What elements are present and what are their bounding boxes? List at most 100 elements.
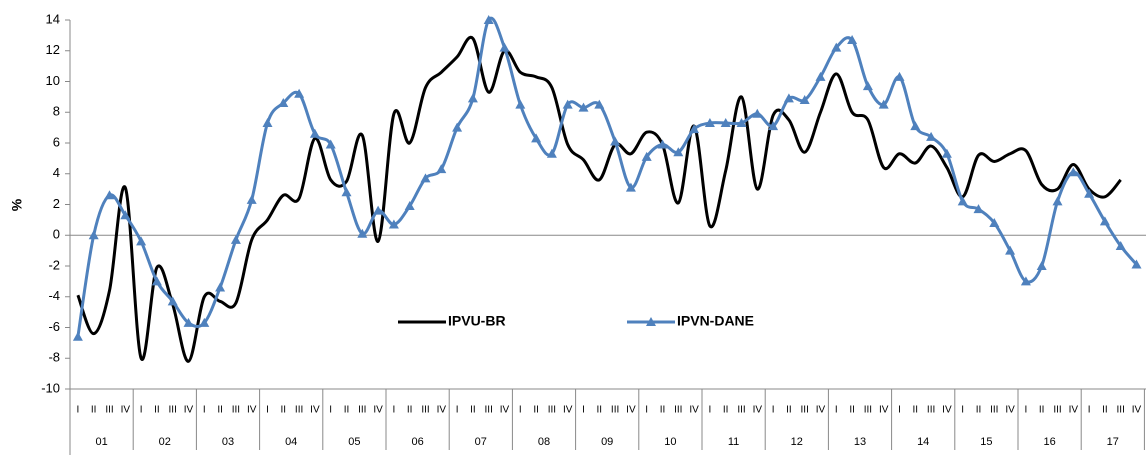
x-tick-label: IV <box>816 405 826 416</box>
marker <box>562 99 573 109</box>
marker <box>783 93 794 103</box>
x-tick-label: III <box>485 405 493 416</box>
x-tick-label: III <box>105 405 113 416</box>
x-tick-label: I <box>1088 405 1091 416</box>
marker <box>294 88 305 98</box>
marker <box>246 194 257 204</box>
year-label: 06 <box>411 436 423 448</box>
marker <box>167 296 178 306</box>
x-tick-label: III <box>674 405 682 416</box>
x-tick-label: IV <box>437 405 447 416</box>
marker <box>483 15 494 24</box>
x-tick-label: II <box>660 405 666 416</box>
marker <box>578 102 589 112</box>
marker <box>215 282 226 292</box>
x-tick-label: I <box>266 405 269 416</box>
marker <box>120 210 131 220</box>
marker <box>768 121 779 131</box>
marker <box>815 71 826 81</box>
year-label: 11 <box>728 436 739 448</box>
marker <box>641 151 652 161</box>
x-tick-label: IV <box>373 405 383 416</box>
marker <box>452 122 463 132</box>
marker <box>404 201 415 211</box>
marker <box>515 99 526 109</box>
y-tick-label: -8 <box>48 350 60 365</box>
year-label: 09 <box>601 436 613 448</box>
marker <box>657 139 668 149</box>
y-tick-label: 4 <box>53 165 60 180</box>
y-tick-label: 10 <box>46 73 60 88</box>
x-tick-label: IV <box>942 405 952 416</box>
x-tick-label: II <box>344 405 350 416</box>
year-label: 12 <box>791 436 803 448</box>
x-tick-label: I <box>140 405 143 416</box>
marker <box>531 133 542 143</box>
x-tick-label: IV <box>121 405 131 416</box>
marker <box>736 118 747 128</box>
marker <box>1068 167 1079 177</box>
marker <box>373 205 384 215</box>
legend-label: IPVU-BR <box>448 313 506 329</box>
x-tick-label: II <box>1102 405 1108 416</box>
marker <box>72 331 83 341</box>
marker <box>546 148 557 158</box>
marker <box>1020 276 1031 286</box>
marker <box>136 236 147 246</box>
x-tick-label: III <box>801 405 809 416</box>
x-tick-label: IV <box>184 405 194 416</box>
marker <box>499 42 510 52</box>
marker <box>420 173 431 183</box>
x-tick-label: IV <box>879 405 889 416</box>
marker <box>989 217 1000 227</box>
x-tick-label: I <box>709 405 712 416</box>
marker <box>862 81 873 91</box>
x-tick-label: III <box>295 405 303 416</box>
year-label: 08 <box>538 436 550 448</box>
marker <box>926 131 937 141</box>
marker <box>1131 259 1142 269</box>
year-label: 15 <box>980 436 992 448</box>
marker <box>467 93 478 103</box>
x-tick-label: I <box>519 405 522 416</box>
marker <box>230 234 241 244</box>
x-tick-label: II <box>786 405 792 416</box>
marker <box>183 317 194 327</box>
y-tick-label: -6 <box>48 319 60 334</box>
marker <box>689 124 700 134</box>
x-tick-label: IV <box>563 405 573 416</box>
x-tick-label: I <box>393 405 396 416</box>
year-label: 16 <box>1043 436 1055 448</box>
x-tick-label: IV <box>1005 405 1015 416</box>
x-tick-label: III <box>927 405 935 416</box>
y-tick-label: 8 <box>53 104 60 119</box>
marker <box>673 147 684 157</box>
marker <box>309 128 320 138</box>
x-tick-label: II <box>281 405 287 416</box>
x-tick-label: IV <box>310 405 320 416</box>
x-tick-label: II <box>217 405 223 416</box>
marker <box>878 99 889 109</box>
x-tick-label: I <box>898 405 901 416</box>
marker <box>831 42 842 52</box>
x-tick-label: III <box>1053 405 1061 416</box>
legend-label: IPVN-DANE <box>677 313 754 329</box>
x-tick-label: II <box>1039 405 1045 416</box>
marker <box>910 121 921 131</box>
year-label: 02 <box>159 436 171 448</box>
x-tick-label: II <box>723 405 729 416</box>
y-axis-label: % <box>9 198 25 211</box>
x-tick-label: IV <box>1069 405 1079 416</box>
x-tick-label: IV <box>500 405 510 416</box>
y-tick-label: -4 <box>48 288 60 303</box>
year-label: 14 <box>917 436 929 448</box>
year-label: 10 <box>664 436 676 448</box>
x-tick-label: III <box>358 405 366 416</box>
year-label: 07 <box>475 436 487 448</box>
x-tick-label: III <box>611 405 619 416</box>
x-tick-label: I <box>329 405 332 416</box>
marker <box>973 204 984 214</box>
x-tick-label: III <box>421 405 429 416</box>
marker <box>799 94 810 104</box>
